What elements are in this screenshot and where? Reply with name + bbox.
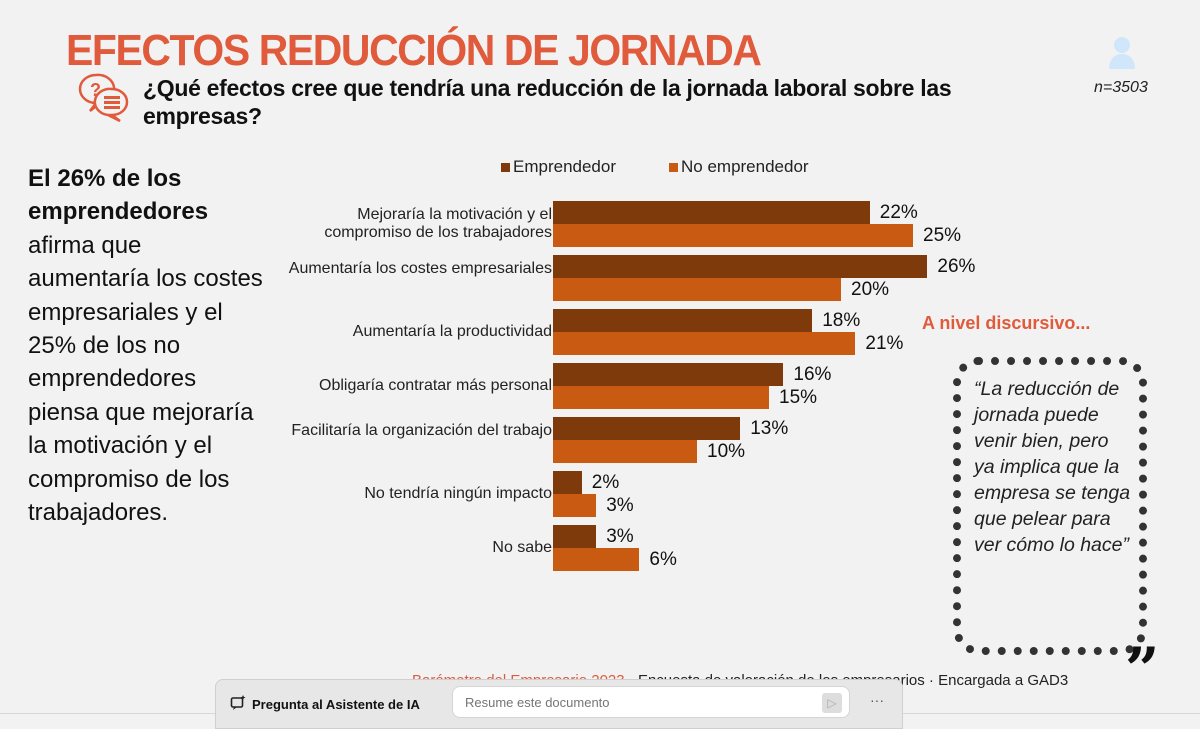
ai-prompt-input[interactable] xyxy=(452,686,850,718)
ai-assistant-label[interactable]: Pregunta al Asistente de IA xyxy=(230,695,420,714)
category-label: Mejoraría la motivación y el compromiso … xyxy=(324,206,552,241)
legend-swatch xyxy=(669,162,678,172)
data-label: 22% xyxy=(879,202,918,223)
category-label: No sabe xyxy=(492,539,552,556)
legend-label: Emprendedor xyxy=(513,157,617,176)
question-chat-icon: ? xyxy=(76,72,132,127)
bar-emprendedor xyxy=(553,363,784,386)
data-label: 16% xyxy=(793,364,832,385)
bar-emprendedor xyxy=(553,417,741,440)
data-label: 3% xyxy=(606,495,634,516)
data-label: 13% xyxy=(750,418,789,439)
data-label: 15% xyxy=(779,387,818,408)
summary-text: El 26% de los emprendedores afirma que a… xyxy=(28,162,268,529)
bar-no-emprendedor xyxy=(553,494,597,517)
legend-label: No emprendedor xyxy=(681,157,809,176)
bar-no-emprendedor xyxy=(553,278,841,301)
bar-emprendedor xyxy=(553,471,582,494)
data-label: 25% xyxy=(923,225,962,246)
bar-no-emprendedor xyxy=(553,548,640,571)
ai-assistant-bar: Pregunta al Asistente de IA ▷ ··· xyxy=(215,679,903,729)
summary-bold: El 26% de los emprendedores xyxy=(28,165,209,226)
category-label: Facilitaría la organización del trabajo xyxy=(291,422,552,439)
quote-mark-icon: „ xyxy=(1126,601,1161,671)
data-label: 6% xyxy=(649,549,677,570)
data-label: 10% xyxy=(707,441,746,462)
summary-rest: afirma que aumentaría los costes empresa… xyxy=(28,231,263,527)
ai-assistant-icon xyxy=(230,695,246,714)
data-label: 2% xyxy=(591,472,620,493)
bar-no-emprendedor xyxy=(553,224,913,247)
legend-swatch xyxy=(501,162,510,172)
legend-item-no-emprendedor: No emprendedor xyxy=(669,157,809,177)
data-label: 20% xyxy=(851,279,890,300)
svg-text:?: ? xyxy=(90,80,101,100)
bar-emprendedor xyxy=(553,255,928,278)
bar-emprendedor xyxy=(553,201,870,224)
bar-emprendedor xyxy=(553,309,813,332)
aside-heading: A nivel discursivo... xyxy=(922,313,1091,333)
bar-no-emprendedor xyxy=(553,386,769,409)
user-icon xyxy=(1108,36,1136,75)
data-label: 26% xyxy=(937,256,976,277)
page-title: EFECTOS REDUCCIÓN DE JORNADA xyxy=(66,26,762,75)
data-label: 18% xyxy=(822,310,861,331)
category-label: Obligaría contratar más personal xyxy=(319,377,552,394)
more-options-button[interactable]: ··· xyxy=(870,692,884,708)
category-label: No tendría ningún impacto xyxy=(364,485,552,502)
legend-item-emprendedor: Emprendedor xyxy=(501,157,616,177)
bar-no-emprendedor xyxy=(553,440,697,463)
quote-box xyxy=(953,357,1147,655)
send-icon[interactable]: ▷ xyxy=(822,693,842,713)
bar-no-emprendedor xyxy=(553,332,856,355)
sample-size: n=3503 xyxy=(1094,79,1148,96)
bar-emprendedor xyxy=(553,525,597,548)
quote-text: “La reducción de jornada puede venir bie… xyxy=(974,378,1131,556)
ai-assistant-text: Pregunta al Asistente de IA xyxy=(252,697,420,712)
data-label: 3% xyxy=(606,526,634,547)
category-label: Aumentaría la productividad xyxy=(352,323,552,340)
category-label: Aumentaría los costes empresariales xyxy=(288,260,552,277)
data-label: 21% xyxy=(865,333,904,354)
survey-question: ¿Qué efectos cree que tendría una reducc… xyxy=(143,75,952,129)
